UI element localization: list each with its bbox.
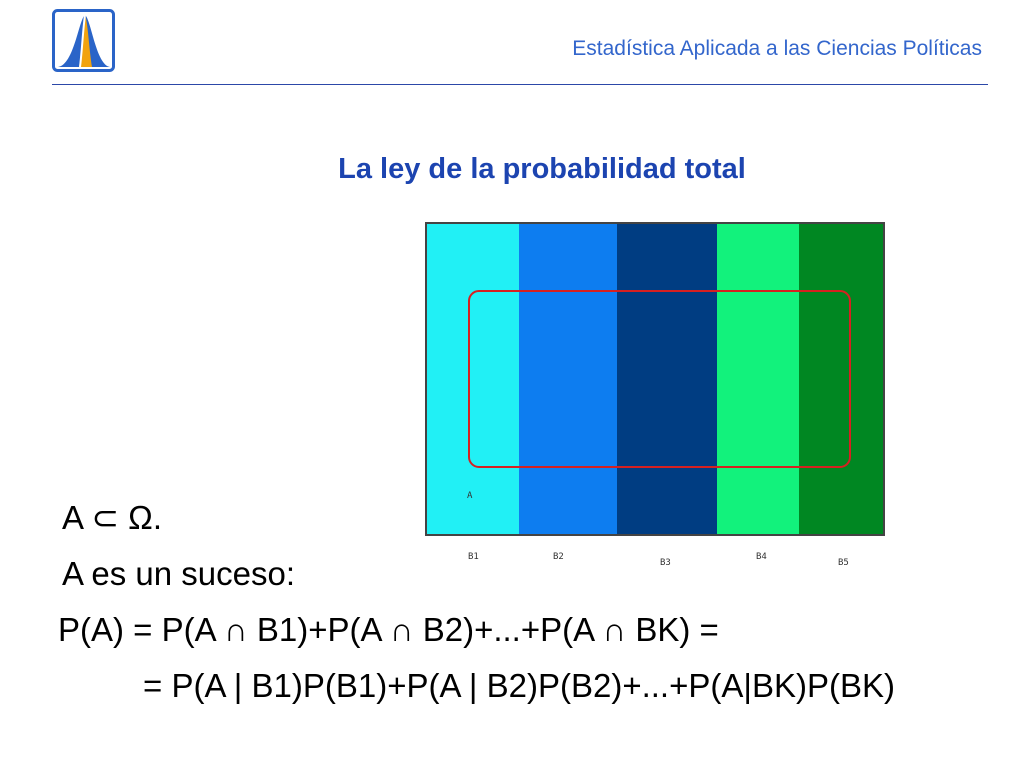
formula-subset: A ⊂ Ω. bbox=[62, 499, 163, 536]
band-b1 bbox=[427, 224, 519, 534]
formula-total-probability-sum: P(A) = P(A ∩ B1)+P(A ∩ B2)+...+P(A ∩ BK)… bbox=[58, 611, 719, 648]
formula-total-probability-conditional: = P(A | B1)P(B1)+P(A | B2)P(B2)+...+P(A|… bbox=[143, 667, 895, 704]
logo bbox=[52, 9, 115, 72]
band-b3 bbox=[617, 224, 717, 534]
band-b2 bbox=[519, 224, 617, 534]
formula-event-statement: A es un suceso: bbox=[62, 555, 295, 592]
band-b2-label: B2 bbox=[553, 552, 564, 562]
band-b4 bbox=[717, 224, 799, 534]
band-b1-label: B1 bbox=[468, 552, 479, 562]
sample-space-border bbox=[425, 222, 885, 536]
partition-diagram: A B1 B2 B3 B4 B5 bbox=[425, 222, 885, 572]
event-a-label: A bbox=[467, 491, 473, 501]
slide-title: La ley de la probabilidad total bbox=[338, 153, 746, 185]
band-b5-label: B5 bbox=[838, 558, 849, 568]
normal-curve-logo-icon bbox=[52, 9, 115, 72]
band-b3-label: B3 bbox=[660, 558, 671, 568]
band-b5 bbox=[799, 224, 883, 534]
event-a-outline bbox=[468, 290, 851, 468]
header-title: Estadística Aplicada a las Ciencias Polí… bbox=[572, 37, 982, 60]
header-divider bbox=[52, 84, 988, 85]
band-b4-label: B4 bbox=[756, 552, 767, 562]
